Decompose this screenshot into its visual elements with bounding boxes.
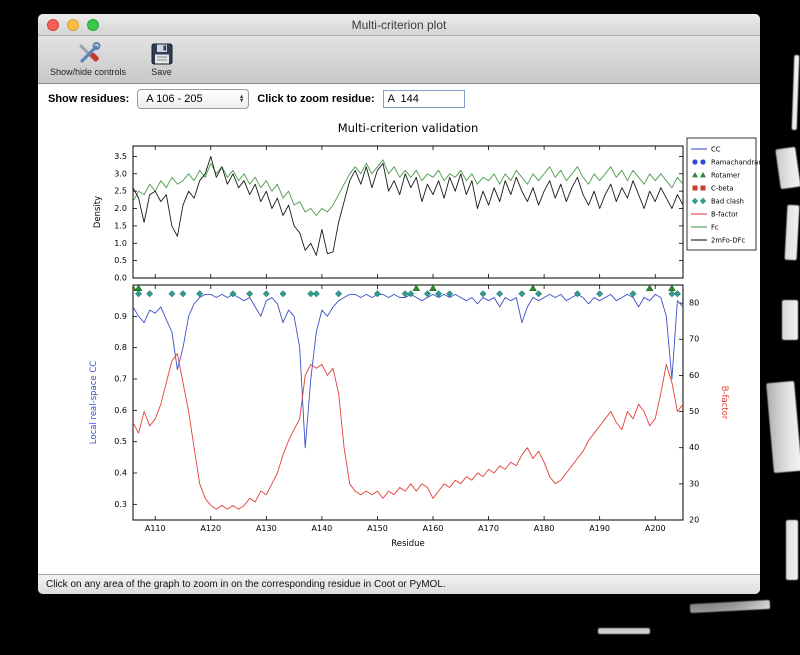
show-hide-controls-button[interactable]: Show/hide controls [46, 39, 130, 78]
show-residues-label: Show residues: [48, 93, 130, 105]
svg-text:A180: A180 [534, 524, 555, 533]
svg-text:0.9: 0.9 [114, 312, 127, 321]
svg-text:CC: CC [711, 145, 721, 153]
svg-text:A120: A120 [200, 524, 221, 533]
desktop-artifact [598, 628, 650, 634]
multi-criterion-plot[interactable]: Multi-criterion validation A110 A120 A130 A1… [38, 114, 760, 574]
svg-text:A160: A160 [423, 524, 444, 533]
svg-text:Bad clash: Bad clash [711, 197, 744, 205]
tools-icon [75, 40, 102, 67]
svg-text:50: 50 [689, 407, 699, 416]
show-residues-select[interactable]: A 106 - 205 ▲ ▼ [137, 89, 250, 109]
svg-text:Residue: Residue [391, 539, 425, 549]
zoom-residue-label: Click to zoom residue: [257, 93, 375, 105]
svg-text:2mFo-DFc: 2mFo-DFc [711, 236, 745, 244]
svg-text:A140: A140 [312, 524, 333, 533]
svg-text:0.5: 0.5 [114, 437, 127, 446]
desktop-artifact [784, 204, 800, 261]
svg-text:A130: A130 [256, 524, 277, 533]
svg-text:0.6: 0.6 [114, 406, 127, 415]
plot-canvas[interactable]: Multi-criterion validation A110 A120 A130 A1… [38, 114, 760, 574]
svg-text:0.7: 0.7 [114, 375, 127, 384]
svg-text:0.8: 0.8 [114, 343, 127, 352]
svg-text:0.0: 0.0 [114, 274, 127, 283]
svg-text:0.3: 0.3 [114, 500, 127, 509]
svg-text:Multi-criterion validation: Multi-criterion validation [338, 121, 479, 135]
svg-text:70: 70 [689, 335, 699, 344]
svg-text:Density: Density [93, 196, 103, 228]
svg-text:60: 60 [689, 371, 699, 380]
svg-text:2.0: 2.0 [114, 204, 127, 213]
svg-text:Ramachandran: Ramachandran [711, 158, 760, 166]
maximize-button[interactable] [87, 19, 99, 31]
svg-text:3.0: 3.0 [114, 169, 127, 178]
svg-text:3.5: 3.5 [114, 152, 127, 161]
save-button[interactable]: Save [144, 39, 179, 78]
svg-text:2.5: 2.5 [114, 187, 127, 196]
minimize-button[interactable] [67, 19, 79, 31]
show-residues-value: A 106 - 205 [146, 93, 203, 105]
svg-text:A110: A110 [145, 524, 166, 533]
desktop-artifact [689, 599, 771, 614]
zoom-residue-input[interactable] [382, 90, 465, 108]
desktop-artifact [766, 380, 800, 474]
svg-text:1.0: 1.0 [114, 239, 127, 248]
titlebar[interactable]: Multi-criterion plot [38, 14, 760, 36]
svg-text:30: 30 [689, 479, 699, 488]
svg-text:A200: A200 [645, 524, 666, 533]
save-label: Save [151, 67, 172, 77]
window-title: Multi-criterion plot [351, 17, 447, 32]
toolbar: Show/hide controls Save [38, 36, 760, 84]
status-text: Click on any area of the graph to zoom i… [46, 579, 446, 590]
desktop-artifact [791, 54, 800, 131]
svg-text:40: 40 [689, 443, 699, 452]
app-window: Multi-criterion plot Show/hide controls [38, 14, 760, 594]
desktop-artifact [782, 300, 798, 340]
desktop-artifact [786, 520, 798, 580]
svg-text:Local real-space CC: Local real-space CC [89, 361, 99, 444]
svg-text:1.5: 1.5 [114, 221, 127, 230]
save-icon [148, 40, 175, 67]
svg-text:Rotamer: Rotamer [711, 171, 740, 179]
desktop-artifact [775, 146, 800, 190]
svg-text:A170: A170 [478, 524, 499, 533]
svg-text:0.4: 0.4 [114, 469, 127, 478]
svg-text:0.5: 0.5 [114, 256, 127, 265]
svg-text:B-factor: B-factor [719, 386, 729, 420]
svg-text:A150: A150 [367, 524, 388, 533]
svg-text:Fc: Fc [711, 223, 719, 231]
svg-text:C-beta: C-beta [711, 184, 734, 192]
show-hide-controls-label: Show/hide controls [50, 67, 127, 77]
svg-text:20: 20 [689, 516, 699, 525]
controls-bar: Show residues: A 106 - 205 ▲ ▼ Click to z… [38, 84, 760, 114]
close-button[interactable] [47, 19, 59, 31]
svg-text:B-factor: B-factor [711, 210, 738, 218]
svg-text:80: 80 [689, 299, 699, 308]
stepper-arrows-icon: ▲ ▼ [238, 93, 245, 104]
status-bar: Click on any area of the graph to zoom i… [38, 574, 760, 594]
svg-text:A190: A190 [589, 524, 610, 533]
